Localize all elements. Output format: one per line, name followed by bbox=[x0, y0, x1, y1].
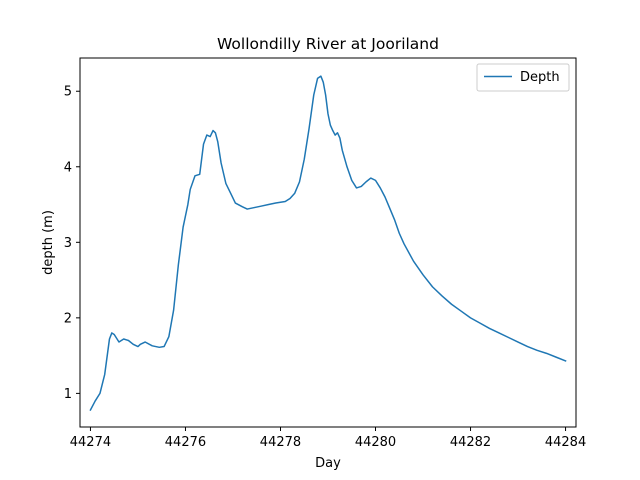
y-axis: 1 2 3 4 5 bbox=[64, 85, 80, 402]
y-tick-label: 5 bbox=[64, 85, 72, 100]
y-axis-title: depth (m) bbox=[41, 210, 56, 275]
x-tick-label: 44278 bbox=[260, 435, 301, 450]
chart-title: Wollondilly River at Jooriland bbox=[217, 35, 439, 53]
y-tick-label: 1 bbox=[64, 387, 72, 402]
legend-label-depth: Depth bbox=[520, 70, 560, 85]
y-tick-label: 4 bbox=[64, 160, 72, 175]
legend: Depth bbox=[476, 63, 570, 92]
series-layer bbox=[89, 75, 567, 412]
x-tick-label: 44276 bbox=[165, 435, 206, 450]
series-line-depth bbox=[89, 75, 567, 412]
y-tick-label: 2 bbox=[64, 311, 72, 326]
plot-background bbox=[80, 58, 576, 427]
x-axis: 44274 44276 44278 44280 44282 44284 bbox=[70, 427, 586, 450]
legend-box bbox=[476, 63, 570, 92]
x-tick-label: 44274 bbox=[70, 435, 111, 450]
x-tick-label: 44280 bbox=[355, 435, 396, 450]
plot-area bbox=[79, 57, 577, 428]
x-axis-title: Day bbox=[315, 456, 341, 471]
x-tick-label: 44284 bbox=[545, 435, 586, 450]
y-tick-label: 3 bbox=[64, 236, 72, 251]
x-tick-label: 44282 bbox=[450, 435, 491, 450]
